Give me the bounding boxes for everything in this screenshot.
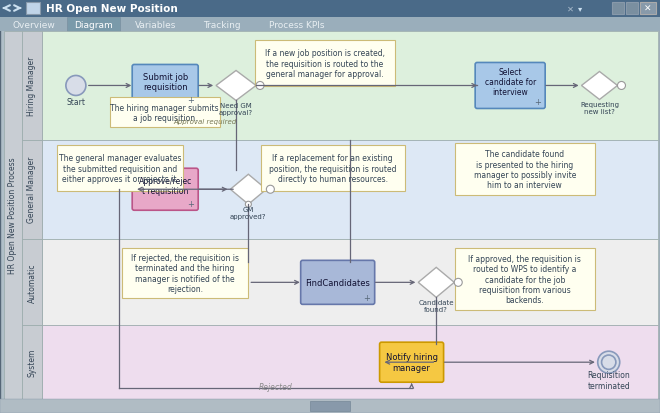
- Circle shape: [618, 82, 626, 90]
- FancyBboxPatch shape: [379, 342, 444, 382]
- Text: If a new job position is created,
the requisition is routed to the
general manag: If a new job position is created, the re…: [265, 49, 385, 79]
- Text: Requesting
new list?: Requesting new list?: [580, 102, 619, 115]
- Text: Diagram: Diagram: [74, 21, 113, 29]
- FancyBboxPatch shape: [0, 399, 660, 413]
- Text: ✕: ✕: [566, 5, 574, 14]
- Polygon shape: [418, 268, 454, 298]
- FancyBboxPatch shape: [110, 98, 220, 128]
- Text: Automatic: Automatic: [28, 263, 36, 302]
- Text: Rejected: Rejected: [259, 382, 293, 391]
- Text: The general manager evaluates
the submitted requisition and
either approves it o: The general manager evaluates the submit…: [59, 154, 182, 183]
- Text: If a replacement for an existing
position, the requisition is routed
directly to: If a replacement for an existing positio…: [269, 154, 397, 183]
- FancyBboxPatch shape: [455, 249, 595, 310]
- Text: GM
approved?: GM approved?: [230, 206, 267, 219]
- Circle shape: [66, 76, 86, 96]
- FancyBboxPatch shape: [255, 41, 395, 87]
- Text: +: +: [187, 199, 193, 208]
- Text: HR Open New Position Process: HR Open New Position Process: [9, 157, 18, 274]
- FancyBboxPatch shape: [122, 249, 248, 299]
- Text: Start: Start: [67, 98, 85, 107]
- Text: Approve/rejec
t requisition: Approve/rejec t requisition: [139, 176, 192, 195]
- Text: Candidate
found?: Candidate found?: [418, 299, 454, 312]
- Text: +: +: [187, 96, 193, 105]
- FancyBboxPatch shape: [0, 18, 660, 32]
- Text: If rejected, the requisition is
terminated and the hiring
manager is notified of: If rejected, the requisition is terminat…: [131, 254, 239, 294]
- Text: The hiring manager submits
a job requisition.: The hiring manager submits a job requisi…: [110, 103, 219, 123]
- Text: System: System: [28, 348, 36, 377]
- Text: Overview: Overview: [13, 21, 55, 29]
- FancyBboxPatch shape: [640, 3, 656, 15]
- Polygon shape: [216, 71, 256, 101]
- Circle shape: [267, 186, 275, 194]
- FancyBboxPatch shape: [640, 3, 652, 15]
- FancyBboxPatch shape: [261, 146, 405, 192]
- Text: Tracking: Tracking: [203, 21, 240, 29]
- Text: ▾: ▾: [578, 5, 582, 14]
- FancyBboxPatch shape: [42, 32, 658, 140]
- Circle shape: [256, 82, 264, 90]
- FancyBboxPatch shape: [67, 18, 120, 32]
- FancyBboxPatch shape: [612, 3, 624, 15]
- Text: FindCandidates: FindCandidates: [305, 278, 370, 287]
- Text: +: +: [363, 293, 370, 302]
- Text: Hiring Manager: Hiring Manager: [28, 57, 36, 116]
- FancyBboxPatch shape: [0, 0, 660, 18]
- Text: The candidate found
is presented to the hiring
manager to possibly invite
him to: The candidate found is presented to the …: [473, 150, 576, 190]
- Text: Requisition
terminated: Requisition terminated: [587, 370, 630, 390]
- FancyBboxPatch shape: [22, 140, 42, 240]
- Polygon shape: [581, 72, 618, 100]
- Circle shape: [246, 202, 251, 208]
- Text: Process KPIs: Process KPIs: [269, 21, 324, 29]
- Circle shape: [598, 351, 620, 373]
- Text: Variables: Variables: [135, 21, 177, 29]
- FancyBboxPatch shape: [42, 325, 658, 399]
- FancyBboxPatch shape: [310, 401, 350, 411]
- Circle shape: [454, 279, 462, 287]
- Text: Submit job
requisition: Submit job requisition: [143, 73, 188, 92]
- Text: General Manager: General Manager: [28, 157, 36, 223]
- Polygon shape: [230, 175, 267, 205]
- Text: Approval required: Approval required: [174, 119, 237, 125]
- FancyBboxPatch shape: [42, 140, 658, 240]
- Text: Select
candidate for
interview: Select candidate for interview: [484, 67, 536, 97]
- FancyBboxPatch shape: [4, 32, 22, 399]
- FancyBboxPatch shape: [455, 144, 595, 196]
- FancyBboxPatch shape: [22, 32, 42, 140]
- FancyBboxPatch shape: [22, 240, 42, 325]
- Text: Need GM
approval?: Need GM approval?: [219, 103, 253, 116]
- Text: Notify hiring
manager: Notify hiring manager: [385, 353, 438, 372]
- FancyBboxPatch shape: [57, 146, 183, 192]
- FancyBboxPatch shape: [26, 3, 40, 15]
- Text: ✕: ✕: [644, 5, 652, 14]
- Text: +: +: [534, 98, 541, 107]
- FancyBboxPatch shape: [301, 261, 375, 305]
- FancyBboxPatch shape: [132, 169, 198, 211]
- Text: HR Open New Position: HR Open New Position: [46, 4, 178, 14]
- FancyBboxPatch shape: [42, 240, 658, 325]
- Text: If approved, the requisition is
routed to WPS to identify a
candidate for the jo: If approved, the requisition is routed t…: [469, 254, 581, 305]
- FancyBboxPatch shape: [132, 65, 198, 107]
- FancyBboxPatch shape: [626, 3, 638, 15]
- FancyBboxPatch shape: [22, 325, 42, 399]
- FancyBboxPatch shape: [475, 63, 545, 109]
